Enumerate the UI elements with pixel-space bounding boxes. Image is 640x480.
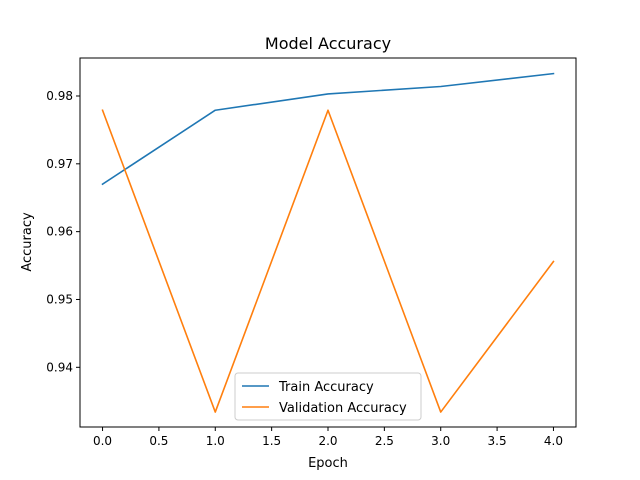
x-tick-label: 4.0: [544, 434, 563, 448]
y-tick-label: 0.95: [46, 292, 73, 306]
legend-box: [234, 372, 422, 421]
legend-label-1: Validation Accuracy: [279, 401, 407, 416]
legend-label-0: Train Accuracy: [278, 380, 374, 395]
y-tick-label: 0.96: [46, 225, 73, 239]
x-axis-label: Epoch: [308, 456, 348, 471]
x-tick-label: 1.5: [262, 434, 281, 448]
x-tick-label: 0.5: [149, 434, 168, 448]
series-line-0: [101, 72, 555, 186]
y-tick-label: 0.98: [46, 89, 73, 103]
y-tick-label: 0.94: [46, 360, 73, 374]
x-tick-label: 1.0: [206, 434, 225, 448]
chart-title: Model Accuracy: [265, 34, 391, 53]
y-axis-label: Accuracy: [20, 212, 35, 272]
x-tick-label: 3.5: [488, 434, 507, 448]
y-tick-label: 0.97: [46, 157, 73, 171]
x-tick-label: 2.5: [375, 434, 394, 448]
x-tick-label: 0.0: [93, 434, 112, 448]
x-tick-label: 2.0: [318, 434, 337, 448]
legend: Train Accuracy Validation Accuracy: [234, 372, 422, 421]
x-tick-label: 3.0: [431, 434, 450, 448]
plot-area: [101, 72, 555, 413]
series-line-1: [101, 109, 555, 413]
axis-ticks: 0.0 0.5 1.0 1.5 2.0 2.5 3.0 3.5 4.0 0.94 0.95 0.96 0…: [46, 89, 563, 448]
